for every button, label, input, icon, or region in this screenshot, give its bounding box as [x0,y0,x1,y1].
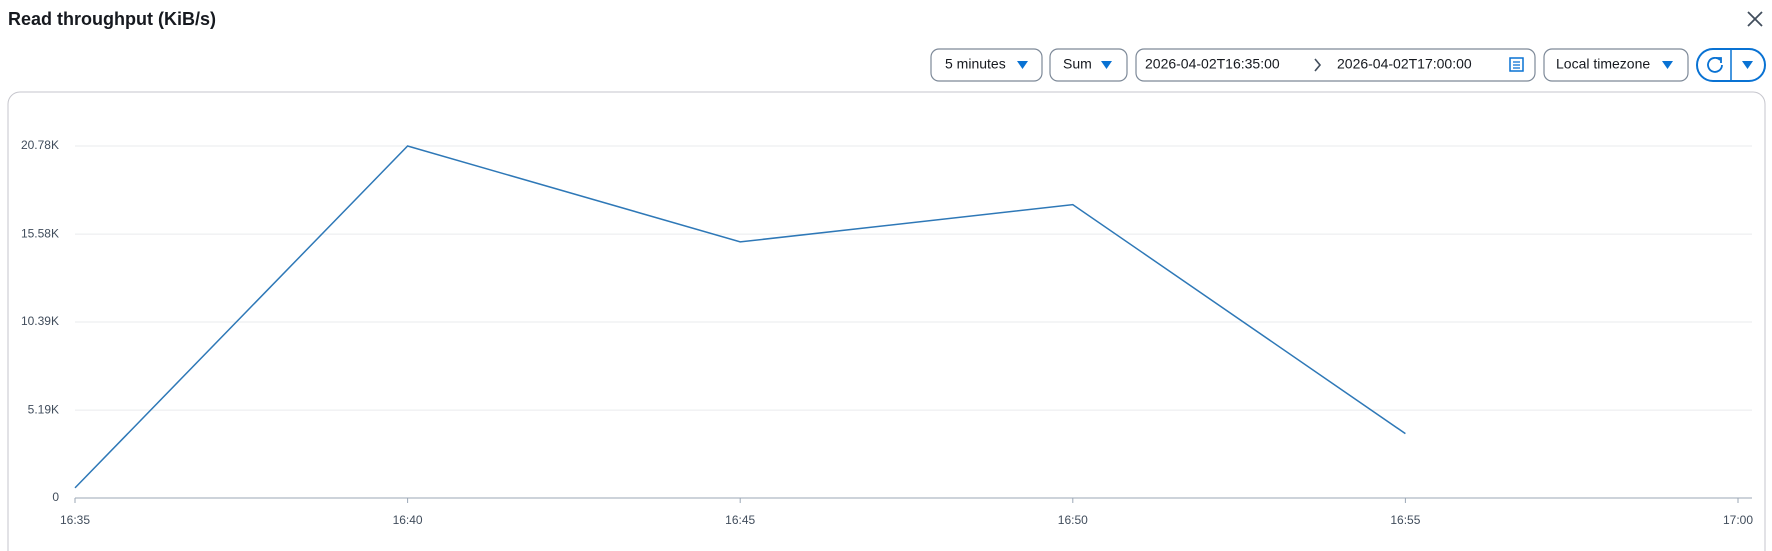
x-tick-label: 16:35 [60,513,90,527]
statistic-value: Sum [1063,56,1092,72]
refresh-button[interactable] [1696,48,1766,82]
y-tick-label: 15.58K [21,226,59,240]
y-tick-label: 5.19K [28,402,59,416]
close-button[interactable] [1747,11,1763,27]
plot: 0 5.19K 10.39K 15.58K 20.78K 16:35 16:40 16:45 1… [21,138,1753,527]
x-tick-label: 17:00 [1723,513,1753,527]
x-tick-label: 16:55 [1390,513,1420,527]
x-tick-label: 16:45 [725,513,755,527]
x-tick-label: 16:40 [393,513,423,527]
y-tick-label: 0 [52,490,59,504]
timezone-value: Local timezone [1556,56,1650,72]
data-line [74,145,1406,489]
x-tick-label: 16:50 [1058,513,1088,527]
chart-container [7,91,1766,551]
y-tick-label: 10.39K [21,314,59,328]
statistic-select[interactable]: Sum [1049,48,1128,82]
y-tick-label: 20.78K [21,138,59,152]
end-date: 2026-04-02T17:00:00 [1337,56,1472,72]
timezone-select[interactable]: Local timezone [1543,48,1689,82]
period-value: 5 minutes [945,56,1006,72]
title: Read throughput (KiB/s) [8,9,216,29]
start-date: 2026-04-02T16:35:00 [1145,56,1280,72]
period-select[interactable]: 5 minutes [930,48,1043,82]
date-range[interactable]: 2026-04-02T16:35:00 2026-04-02T17:00:00 [1135,48,1536,82]
